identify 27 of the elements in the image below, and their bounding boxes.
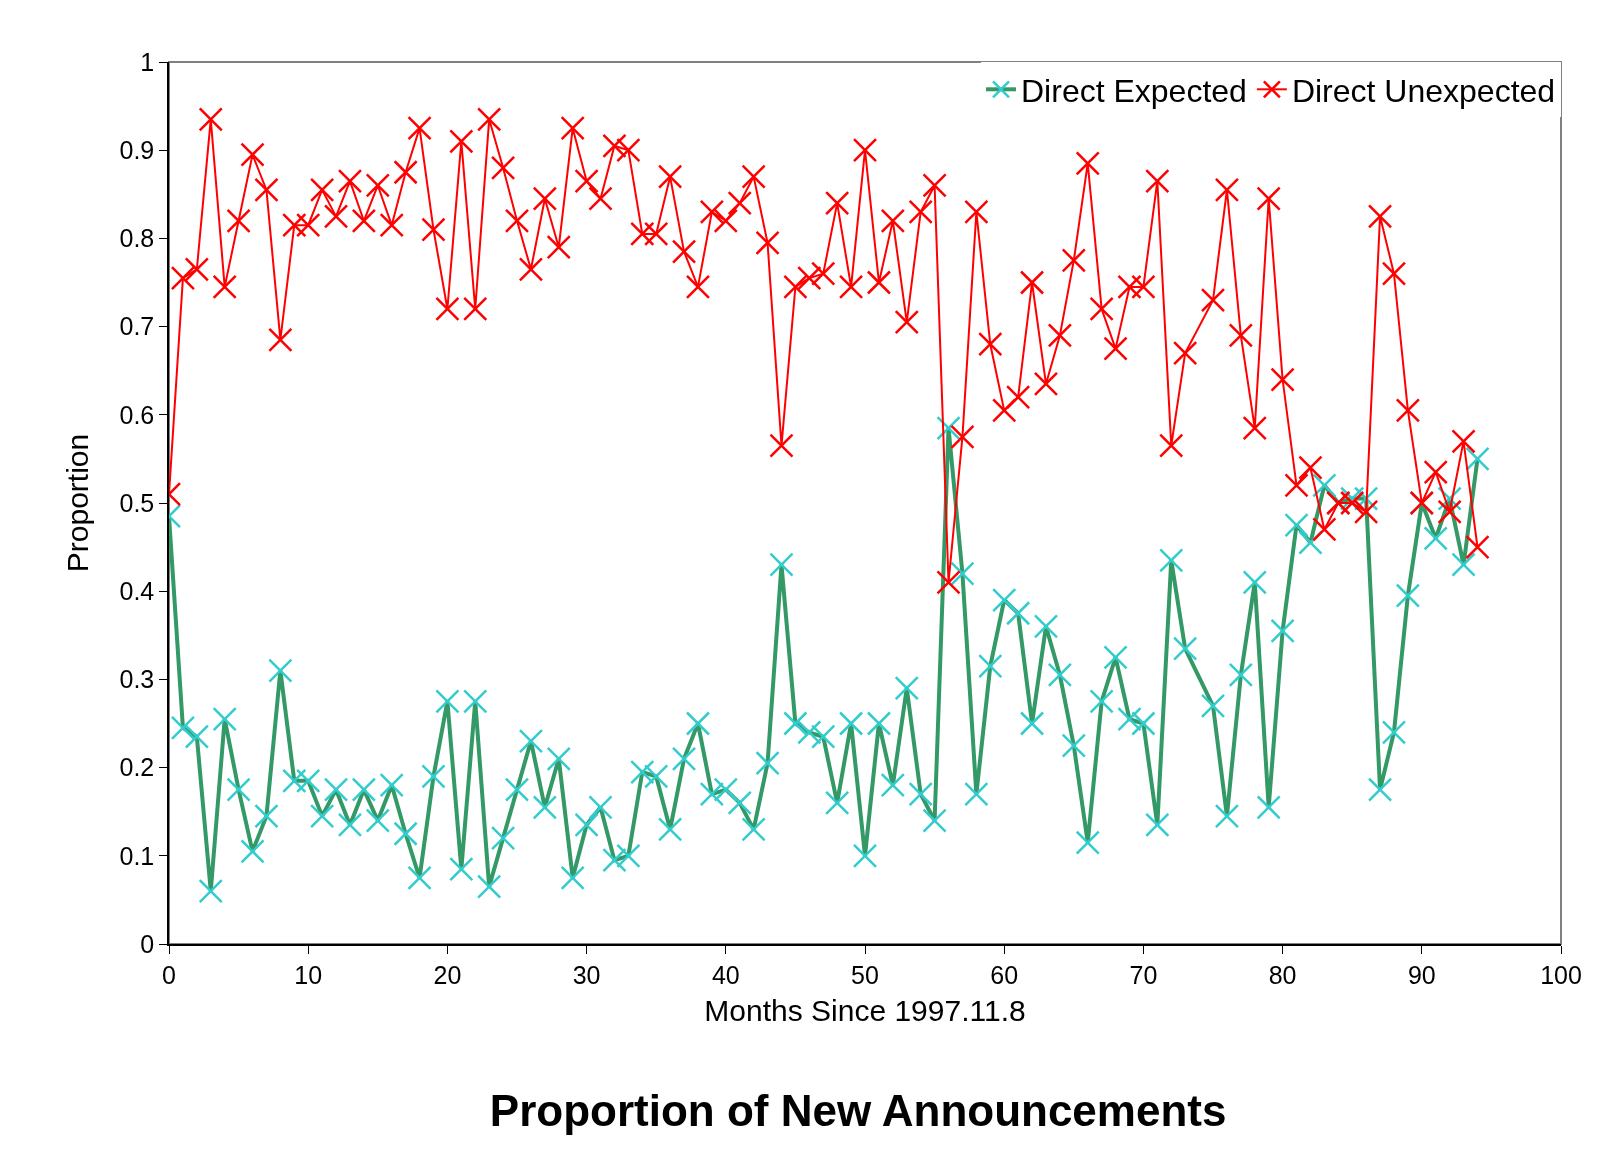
y-tick-label: 0.7: [119, 312, 155, 341]
y-tick-label: 0.9: [119, 135, 155, 164]
legend-label: Direct Expected: [1021, 72, 1247, 109]
x-tick-label: 0: [162, 960, 176, 989]
y-tick-label: 0: [140, 929, 155, 958]
x-tick-label: 30: [572, 960, 601, 989]
text: Proportion of New Announcements: [489, 1085, 1227, 1135]
y-tick-label: 0.8: [119, 224, 155, 253]
x-tick-label: 100: [1540, 960, 1582, 989]
x-tick-label: 60: [990, 960, 1019, 989]
legend-label: Direct Unexpected: [1291, 72, 1556, 109]
y-tick-label: 0.2: [119, 753, 155, 782]
x-tick-label: 10: [294, 960, 323, 989]
y-tick-label: 0.1: [119, 841, 155, 870]
x-tick-label: 70: [1129, 960, 1158, 989]
x-axis-title: Months Since 1997.11.8: [704, 993, 1026, 1027]
x-tick-label: 20: [433, 960, 462, 989]
x-tick-label: 50: [851, 960, 879, 989]
y-tick-label: 1: [140, 47, 155, 76]
y-tick-label: 0.5: [119, 488, 155, 517]
y-tick-label: 0.4: [119, 576, 155, 605]
x-tick-label: 40: [711, 960, 740, 989]
y-axis-title: Proportion: [60, 433, 94, 573]
y-tick-label: 0.6: [119, 400, 155, 429]
y-tick-label: 0.3: [119, 665, 155, 694]
x-tick-label: 80: [1268, 960, 1297, 989]
x-tick-label: 90: [1407, 960, 1436, 989]
